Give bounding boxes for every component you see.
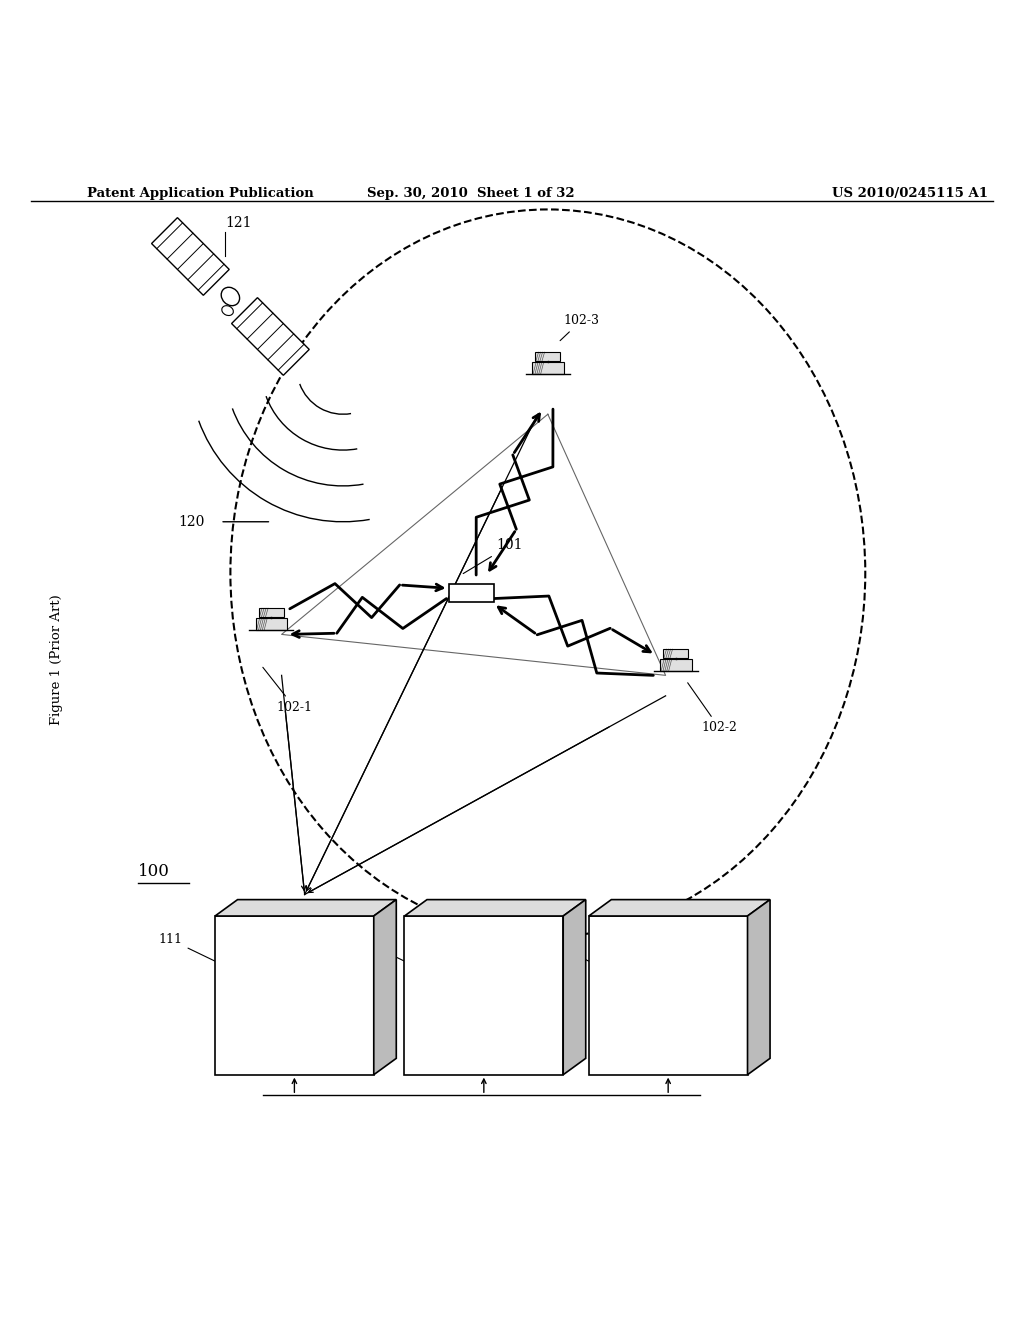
Bar [532, 362, 563, 375]
Bar [664, 649, 688, 657]
Polygon shape [589, 900, 770, 916]
Text: 120: 120 [178, 515, 205, 529]
Bar [256, 618, 287, 631]
Text: 102-3: 102-3 [560, 314, 599, 341]
Text: 102-1: 102-1 [263, 668, 312, 714]
Polygon shape [748, 900, 770, 1074]
Polygon shape [404, 900, 586, 916]
Text: 100: 100 [138, 863, 170, 880]
Polygon shape [215, 900, 396, 916]
Text: Assistance Server: Assistance Server [477, 939, 490, 1052]
Text: 121: 121 [225, 216, 252, 230]
Bar [536, 352, 560, 360]
Text: 113: 113 [532, 933, 592, 962]
Bar [215, 916, 374, 1074]
Bar [449, 585, 494, 602]
Text: US 2010/0245115 A1: US 2010/0245115 A1 [833, 187, 988, 199]
Text: 112: 112 [348, 933, 408, 962]
Ellipse shape [222, 306, 233, 315]
Text: Figure 1 (Prior Art): Figure 1 (Prior Art) [50, 594, 62, 726]
Bar [589, 916, 748, 1074]
Text: 111: 111 [159, 933, 218, 962]
Bar [259, 609, 284, 616]
Polygon shape [563, 900, 586, 1074]
Bar [660, 659, 691, 672]
Text: 101: 101 [463, 539, 523, 574]
Ellipse shape [221, 288, 240, 306]
Text: Patent Application Publication: Patent Application Publication [87, 187, 313, 199]
Polygon shape [374, 900, 396, 1074]
Text: Wireless
Switching Center: Wireless Switching Center [281, 940, 308, 1051]
Text: 102-2: 102-2 [688, 682, 737, 734]
Text: Location Client: Location Client [662, 946, 675, 1044]
Text: Sep. 30, 2010  Sheet 1 of 32: Sep. 30, 2010 Sheet 1 of 32 [368, 187, 574, 199]
Polygon shape [152, 218, 229, 296]
Bar [404, 916, 563, 1074]
Polygon shape [231, 297, 309, 375]
